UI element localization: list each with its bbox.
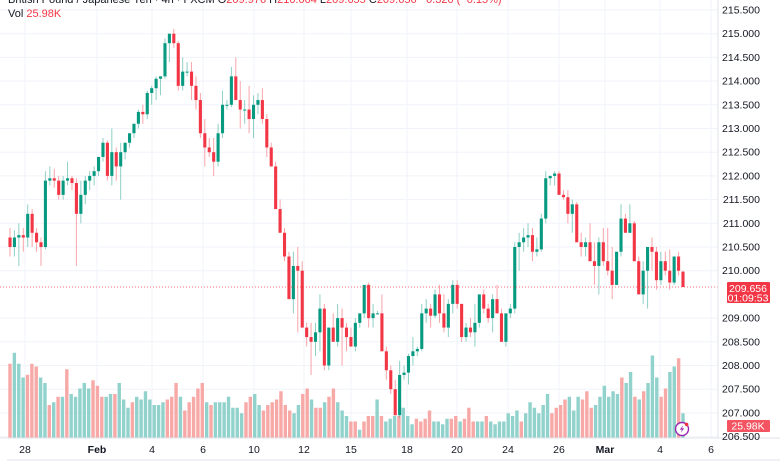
symbol-legend: British Pound / Japanese Yen · 4h · FXCM… bbox=[8, 0, 502, 6]
close-label: C bbox=[368, 0, 377, 6]
volume-badge-value: 25.98K bbox=[731, 421, 764, 433]
price-tick-label: 211.000 bbox=[723, 218, 760, 230]
open-label: O bbox=[217, 0, 227, 6]
time-tick-label: 12 bbox=[298, 444, 310, 456]
time-tick-label: 24 bbox=[502, 444, 514, 456]
time-tick-label: 20 bbox=[451, 444, 463, 456]
high-value: 210.004 bbox=[277, 0, 317, 6]
price-tick-label: 208.000 bbox=[722, 360, 760, 372]
price-tick-label: 210.000 bbox=[722, 265, 760, 277]
current-price-value: 209.656 bbox=[729, 283, 767, 295]
time-tick-label: 10 bbox=[248, 444, 260, 456]
price-tick-label: 211.500 bbox=[723, 194, 760, 206]
price-tick-label: 213.500 bbox=[722, 99, 760, 111]
volume-label[interactable]: Vol bbox=[8, 8, 24, 20]
close-value: 209.656 bbox=[376, 0, 417, 6]
time-tick-label: 26 bbox=[553, 444, 565, 456]
price-tick-label: 215.000 bbox=[722, 28, 760, 40]
price-tick-label: 215.500 bbox=[722, 5, 760, 17]
price-tick-label: 206.500 bbox=[722, 431, 760, 443]
open-value: 209.976 bbox=[226, 0, 267, 6]
price-tick-label: 214.000 bbox=[722, 76, 760, 88]
low-value: 209.655 bbox=[326, 0, 366, 6]
price-tick-label: 207.500 bbox=[722, 384, 760, 396]
price-axis[interactable]: 215.500 215.000 214.500 214.000 213.500 213.0… bbox=[722, 5, 760, 444]
time-tick-label: Mar bbox=[596, 444, 615, 456]
time-tick-label: 6 bbox=[200, 444, 206, 456]
price-candles bbox=[8, 28, 685, 418]
volume-badge: 25.98K bbox=[727, 420, 770, 433]
price-tick-label: 208.500 bbox=[722, 336, 760, 348]
current-price-badge: 209.656 01:09:53 bbox=[727, 282, 770, 305]
price-tick-label: 214.500 bbox=[722, 52, 760, 64]
volume-value: 25.98K bbox=[26, 8, 62, 20]
high-label: H bbox=[269, 0, 278, 6]
symbol-name[interactable]: British Pound / Japanese Yen · 4h · FXCM bbox=[8, 0, 215, 6]
time-tick-label: 28 bbox=[19, 444, 31, 456]
price-tick-label: 209.000 bbox=[722, 313, 760, 325]
price-tick-label: 212.000 bbox=[722, 170, 760, 182]
lightning-icon[interactable] bbox=[674, 421, 690, 437]
time-tick-label: Feb bbox=[88, 444, 107, 456]
time-tick-label: 4 bbox=[657, 444, 663, 456]
time-tick-label: 6 bbox=[708, 444, 714, 456]
time-tick-label: 4 bbox=[149, 444, 155, 456]
price-tick-label: 207.000 bbox=[722, 407, 760, 419]
grid-lines bbox=[0, 0, 718, 438]
time-tick-label: 18 bbox=[401, 444, 413, 456]
bar-countdown: 01:09:53 bbox=[728, 293, 769, 305]
low-label: L bbox=[319, 0, 327, 6]
price-tick-label: 210.500 bbox=[722, 242, 760, 254]
volume-legend: Vol 25.98K bbox=[8, 8, 61, 20]
price-tick-label: 212.500 bbox=[722, 147, 760, 159]
price-tick-label: 213.000 bbox=[722, 123, 760, 135]
time-axis[interactable]: 28 Feb 4 6 10 12 15 18 20 24 26 Mar 4 6 bbox=[19, 444, 714, 456]
time-tick-label: 15 bbox=[345, 444, 357, 456]
change-value: −0.320 (−0.15%) bbox=[419, 0, 502, 6]
